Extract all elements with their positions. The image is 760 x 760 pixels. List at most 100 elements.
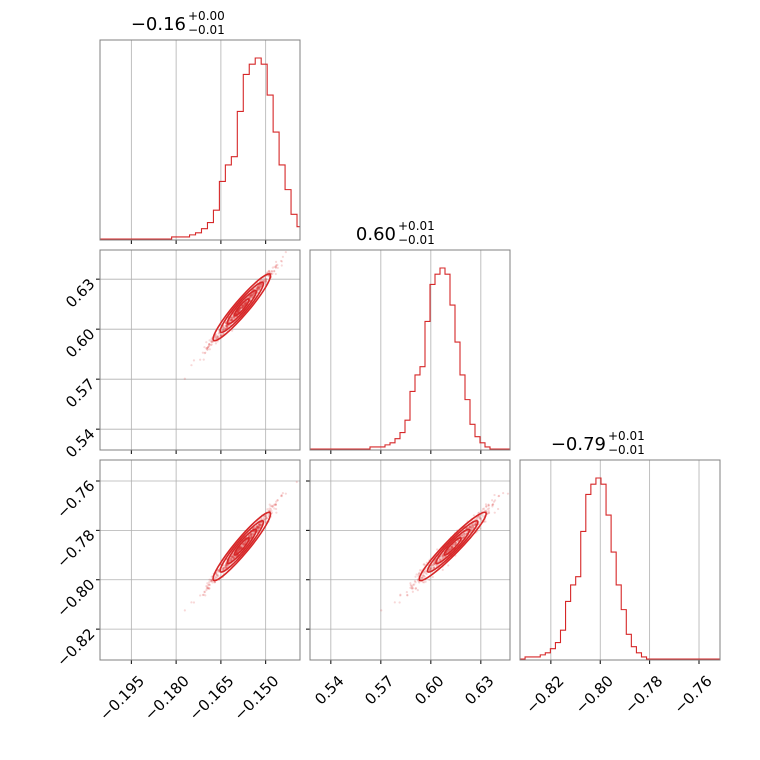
sample-point — [249, 294, 252, 298]
sample-point — [469, 525, 472, 528]
param-title-value: 0.60 — [356, 224, 396, 245]
sample-point — [222, 327, 225, 331]
sample-point — [452, 543, 455, 546]
sample-point — [258, 524, 261, 527]
sample-point — [232, 317, 235, 320]
sample-point — [236, 549, 240, 552]
sample-point — [480, 518, 483, 521]
sample-point — [477, 516, 481, 519]
sample-point — [206, 346, 209, 349]
sample-point — [430, 566, 433, 569]
sample-point — [254, 526, 257, 529]
sample-point — [208, 343, 211, 346]
sample-point — [231, 557, 235, 560]
sample-point — [230, 319, 233, 322]
sample-point — [252, 530, 256, 533]
sample-point — [226, 565, 229, 568]
sample-point — [243, 302, 246, 306]
sample-point — [461, 533, 464, 537]
sample-point — [258, 523, 261, 526]
sample-point — [255, 287, 258, 290]
sample-point — [271, 272, 274, 275]
x-tick-label: 0.57 — [361, 672, 397, 708]
sample-point — [475, 521, 478, 524]
histogram-step — [310, 267, 510, 450]
sample-point — [232, 555, 236, 558]
sample-point — [451, 543, 455, 547]
sample-point — [429, 566, 433, 569]
sample-point — [229, 559, 233, 562]
sample-point — [260, 283, 263, 286]
sample-point — [441, 556, 444, 559]
sample-point — [260, 283, 263, 286]
sample-point — [451, 546, 454, 550]
sample-point — [206, 582, 209, 585]
sample-point — [257, 529, 260, 532]
sample-point — [472, 523, 476, 526]
sample-point — [257, 527, 260, 530]
sample-point — [232, 555, 235, 558]
sample-point — [219, 334, 223, 337]
y-tick-label: −0.78 — [53, 526, 98, 571]
sample-point — [244, 302, 247, 305]
sample-point — [250, 532, 253, 535]
sample-point — [424, 580, 427, 583]
sample-point — [265, 517, 268, 520]
sample-point — [248, 535, 252, 538]
sample-point — [281, 255, 284, 258]
sample-point — [258, 285, 261, 289]
sample-point — [237, 309, 240, 312]
sample-point — [242, 304, 245, 308]
sample-point — [468, 525, 472, 528]
sample-point — [239, 307, 242, 310]
sample-point — [207, 583, 210, 587]
sample-point — [205, 347, 208, 350]
sample-point — [231, 555, 234, 558]
sample-point — [470, 524, 473, 527]
density-contour — [212, 273, 272, 342]
sample-point — [423, 575, 426, 578]
sample-point — [259, 523, 262, 527]
sample-point — [274, 272, 277, 276]
sample-point — [414, 581, 417, 584]
sample-point — [225, 325, 229, 329]
sample-point — [468, 525, 471, 528]
sample-point — [266, 508, 269, 511]
sample-point — [265, 279, 268, 282]
sample-point — [243, 302, 246, 305]
sample-point — [265, 278, 268, 281]
sample-point — [250, 532, 253, 535]
sample-point — [487, 507, 491, 510]
sample-point — [265, 516, 268, 520]
sample-point — [208, 581, 211, 584]
sample-point — [249, 533, 253, 536]
sample-point — [229, 559, 232, 562]
sample-point — [493, 493, 496, 497]
sample-point — [431, 562, 434, 566]
sample-point — [208, 583, 211, 586]
sample-point — [430, 564, 433, 567]
sample-point — [230, 559, 233, 562]
sample-point — [267, 271, 270, 274]
sample-point — [236, 550, 239, 553]
sample-point — [258, 523, 261, 527]
sample-point — [250, 293, 253, 297]
sample-point — [236, 550, 239, 553]
sample-point — [249, 535, 252, 538]
sample-point — [486, 508, 489, 511]
sample-point — [409, 582, 412, 585]
sample-point — [257, 527, 261, 530]
sample-point — [226, 324, 230, 327]
sample-point — [221, 568, 224, 571]
sample-point — [242, 543, 245, 546]
sample-point — [218, 331, 221, 334]
sample-point — [260, 284, 263, 287]
sample-point — [251, 295, 254, 298]
sample-point — [216, 335, 220, 338]
sample-point — [447, 564, 450, 567]
sample-point — [222, 329, 225, 332]
sample-point — [242, 543, 245, 546]
sample-point — [208, 583, 211, 587]
sample-point — [258, 522, 261, 525]
sample-point — [225, 324, 229, 328]
